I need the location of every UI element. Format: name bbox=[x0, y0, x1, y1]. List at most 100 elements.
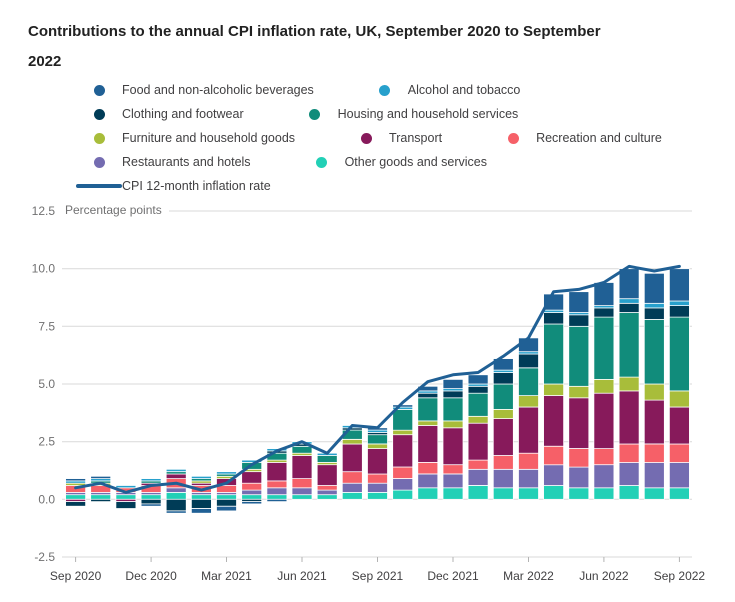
bar-segment bbox=[643, 272, 665, 304]
bar-segment bbox=[316, 485, 338, 491]
x-tick-label: Dec 2020 bbox=[125, 569, 177, 583]
bar-segment bbox=[643, 383, 665, 401]
bar-segment bbox=[241, 489, 263, 496]
bar-segment bbox=[492, 468, 514, 489]
legend-row-2: Clothing and footwear Housing and househ… bbox=[76, 102, 662, 126]
bar-segment bbox=[216, 494, 237, 500]
bar-segment bbox=[191, 494, 212, 500]
recreation-color-dot-icon bbox=[507, 132, 519, 144]
bar-segment bbox=[518, 353, 539, 369]
bar-segment bbox=[593, 392, 615, 449]
x-tick-label: Mar 2022 bbox=[503, 569, 554, 583]
legend-item-restaurants: Restaurants and hotels bbox=[76, 155, 251, 169]
bar-segment bbox=[65, 501, 86, 507]
bar-segment bbox=[165, 468, 187, 472]
bar-segment bbox=[442, 420, 464, 429]
bar-segment bbox=[442, 464, 464, 475]
bar-segment bbox=[341, 439, 363, 445]
bar-segment bbox=[492, 455, 514, 470]
y-tick-label: 12.5 bbox=[32, 204, 56, 218]
x-tick-label: Sep 2020 bbox=[50, 569, 102, 583]
bar-segment bbox=[367, 448, 388, 475]
bar-segment bbox=[618, 298, 640, 304]
bar-segment bbox=[568, 314, 590, 327]
legend-item-transport: Transport bbox=[343, 131, 442, 145]
bar-segment bbox=[291, 445, 313, 454]
bar-segment bbox=[518, 487, 539, 500]
bar-segment bbox=[392, 478, 414, 491]
bar-segment bbox=[618, 443, 640, 463]
chart-title: Contributions to the annual CPI inflatio… bbox=[28, 23, 601, 71]
bar-segment bbox=[618, 302, 640, 313]
bar-segment bbox=[216, 498, 237, 507]
bar-segment bbox=[467, 392, 489, 417]
bar-segment bbox=[593, 464, 615, 489]
bar-segment bbox=[291, 455, 313, 479]
bar-segment bbox=[543, 445, 564, 466]
bar-segment bbox=[417, 487, 439, 500]
bar-segment bbox=[115, 494, 137, 500]
bar-segment bbox=[669, 443, 690, 463]
bar-segment bbox=[467, 485, 489, 500]
bar-segment bbox=[643, 399, 665, 445]
bar-segment bbox=[518, 406, 539, 454]
bar-segment bbox=[140, 503, 162, 507]
bar-segment bbox=[669, 487, 690, 500]
bar-segment bbox=[492, 372, 514, 385]
bar-segment bbox=[518, 452, 539, 470]
bar-segment bbox=[115, 501, 137, 509]
bar-segment bbox=[543, 395, 564, 447]
bar-segment bbox=[669, 406, 690, 445]
bar-segment bbox=[543, 312, 564, 325]
bar-segment bbox=[165, 471, 187, 475]
bar-segment bbox=[467, 415, 489, 424]
bar-segment bbox=[392, 409, 414, 431]
legend-item-recreation: Recreation and culture bbox=[490, 131, 662, 145]
alcohol-color-dot-icon bbox=[379, 84, 391, 96]
bar-segment bbox=[643, 307, 665, 320]
legend-item-clothing: Clothing and footwear bbox=[76, 107, 244, 121]
x-tick-label: Mar 2021 bbox=[201, 569, 252, 583]
bar-segment bbox=[568, 325, 590, 387]
bar-segment bbox=[367, 434, 388, 445]
legend-item-furniture: Furniture and household goods bbox=[76, 131, 295, 145]
bar-segment bbox=[618, 268, 640, 300]
bar-segment bbox=[467, 468, 489, 486]
legend-item-housing: Housing and household services bbox=[292, 107, 518, 121]
bar-segment bbox=[568, 291, 590, 313]
bar-segment bbox=[417, 462, 439, 475]
bar-segment bbox=[392, 434, 414, 468]
bar-segment bbox=[492, 487, 514, 500]
bar-segment bbox=[367, 482, 388, 493]
legend-label-restaurants: Restaurants and hotels bbox=[122, 155, 251, 169]
bar-segment bbox=[669, 305, 690, 318]
bar-segment bbox=[568, 397, 590, 449]
bar-segment bbox=[392, 429, 414, 436]
bar-segment bbox=[417, 392, 439, 399]
bar-segment bbox=[266, 494, 288, 500]
bar-segment bbox=[467, 385, 489, 394]
legend-row-5: CPI 12-month inflation rate bbox=[76, 174, 662, 198]
bar-segment bbox=[669, 390, 690, 408]
bar-segment bbox=[341, 471, 363, 484]
bar-segment bbox=[241, 494, 263, 500]
bar-segment bbox=[442, 390, 464, 399]
bar-segment bbox=[341, 492, 363, 500]
bar-segment bbox=[467, 459, 489, 470]
bar-segment bbox=[593, 379, 615, 394]
bar-segment bbox=[90, 494, 112, 500]
bar-segment bbox=[543, 485, 564, 500]
bar-segment bbox=[417, 420, 439, 426]
bar-segment bbox=[543, 323, 564, 385]
bar-segment bbox=[492, 369, 514, 373]
bar-segment bbox=[593, 487, 615, 500]
bar-segment bbox=[266, 487, 288, 496]
bar-segment bbox=[669, 300, 690, 306]
bar-segment bbox=[518, 367, 539, 396]
bar-segment bbox=[543, 464, 564, 486]
legend-item-other-goods: Other goods and services bbox=[299, 155, 487, 169]
bar-segment bbox=[90, 475, 112, 479]
bar-segment bbox=[140, 494, 162, 500]
